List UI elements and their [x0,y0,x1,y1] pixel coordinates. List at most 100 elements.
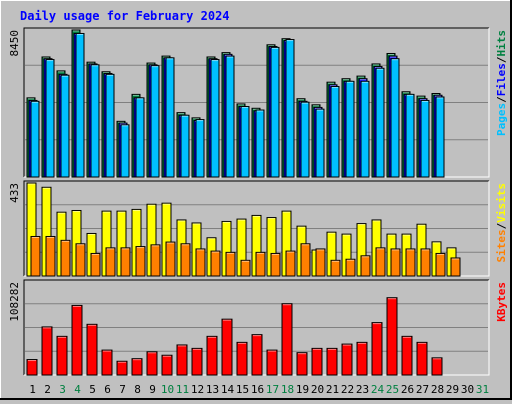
bar-sites-day-4 [75,243,86,277]
bar-kbytes-day-26 [401,335,413,376]
legend-pages-files-hits: Pages/Files/Hits [495,30,508,136]
bar-kbytes-day-5 [86,323,98,376]
bar-pages-day-28 [435,96,445,178]
bar-kbytes-day-7 [116,360,128,376]
bar-sites-day-7 [120,247,131,277]
bar-sites-day-5 [90,252,101,277]
bar-sites-day-28 [435,252,446,277]
bar-pages-day-18 [285,39,295,178]
bar-sites-day-10 [165,241,176,277]
legend-item-hits: Hits [495,30,508,57]
bar-kbytes-day-11 [176,344,188,376]
bar-kbytes-day-24 [371,322,383,376]
bar-pages-day-15 [240,106,250,178]
bar-kbytes-day-15 [236,341,248,376]
y-max-label: 433 [8,183,21,203]
bar-kbytes-day-8 [131,358,143,376]
bar-kbytes-day-1 [26,359,38,376]
bar-sites-day-26 [405,248,416,277]
legend-item-files: Files [495,63,508,96]
bar-sites-day-19 [300,243,311,277]
x-tick-label-day-8: 8 [134,383,141,396]
legend-separator: / [495,222,508,229]
bar-sites-day-9 [150,244,161,277]
x-tick-label-day-6: 6 [104,383,111,396]
legend-visits-sites: Sites/Visits [495,183,508,263]
bar-pages-day-1 [30,100,40,178]
x-tick-label-day-21: 21 [326,383,339,396]
bar-sites-day-6 [105,247,116,277]
x-tick-label-day-14: 14 [221,383,235,396]
x-tick-label-day-18: 18 [281,383,294,396]
bar-pages-day-11 [180,114,190,178]
chart-title: Daily usage for February 2024 [20,9,230,23]
bar-kbytes-day-22 [341,343,353,376]
x-tick-label-day-17: 17 [266,383,279,396]
bar-kbytes-day-18 [281,303,293,376]
x-tick-label-day-2: 2 [44,383,51,396]
bar-sites-day-17 [270,252,281,277]
bar-kbytes-day-17 [266,349,278,376]
panel-border-dark [23,279,489,375]
x-tick-label-day-13: 13 [206,383,219,396]
bar-kbytes-day-4 [71,304,83,376]
bar-sites-day-27 [420,248,431,277]
x-tick-label-day-29: 29 [446,383,459,396]
x-tick-label-day-22: 22 [341,383,354,396]
x-tick-label-day-31: 31 [476,383,489,396]
bar-sites-day-14 [225,251,236,277]
bar-sites-day-15 [240,259,251,277]
x-tick-label-day-28: 28 [431,383,444,396]
bar-pages-day-8 [135,97,145,178]
bar-sites-day-18 [285,250,296,277]
bar-pages-day-21 [330,86,340,178]
x-tick-label-day-24: 24 [371,383,385,396]
bar-pages-day-14 [225,55,235,178]
bar-pages-day-20 [315,108,325,178]
bar-sites-day-16 [255,251,266,277]
bar-pages-day-25 [390,58,400,178]
bar-kbytes-day-13 [206,335,218,376]
bar-pages-day-4 [75,32,85,178]
bar-pages-day-24 [375,67,385,178]
legend-item-visits: Visits [495,183,508,223]
x-tick-label-day-9: 9 [149,383,156,396]
bar-kbytes-day-12 [191,347,203,376]
bar-kbytes-day-9 [146,351,158,376]
bar-kbytes-day-27 [416,341,428,376]
bar-sites-day-21 [330,259,341,277]
bar-pages-day-23 [360,80,370,178]
x-tick-label-day-26: 26 [401,383,414,396]
bar-pages-day-5 [90,64,100,178]
x-tick-label-day-27: 27 [416,383,429,396]
x-tick-label-day-15: 15 [236,383,249,396]
bar-sites-day-29 [450,257,461,277]
bar-kbytes-day-19 [296,352,308,376]
x-tick-label-day-4: 4 [74,383,81,396]
bar-kbytes-day-2 [41,326,53,376]
bar-kbytes-day-20 [311,347,323,376]
legend-kbytes: KBytes [495,282,508,322]
bar-pages-day-16 [255,109,265,178]
bar-kbytes-day-28 [431,357,443,376]
bar-kbytes-day-10 [161,354,173,376]
bar-pages-day-13 [210,59,220,178]
x-tick-label-day-7: 7 [119,383,126,396]
bar-kbytes-day-14 [221,318,233,376]
bar-kbytes-day-25 [386,297,398,376]
bar-pages-day-9 [150,65,160,178]
legend-separator: / [495,56,508,63]
bar-sites-day-22 [345,258,356,277]
legend-separator: / [495,96,508,103]
y-max-label: 8450 [8,30,21,57]
x-tick-label-day-3: 3 [59,383,66,396]
bar-pages-day-17 [270,46,280,178]
x-tick-label-day-16: 16 [251,383,264,396]
bar-pages-day-26 [405,93,415,178]
x-tick-label-day-25: 25 [386,383,399,396]
legend-item-kbytes: KBytes [495,282,508,322]
bar-kbytes-day-6 [101,349,113,376]
